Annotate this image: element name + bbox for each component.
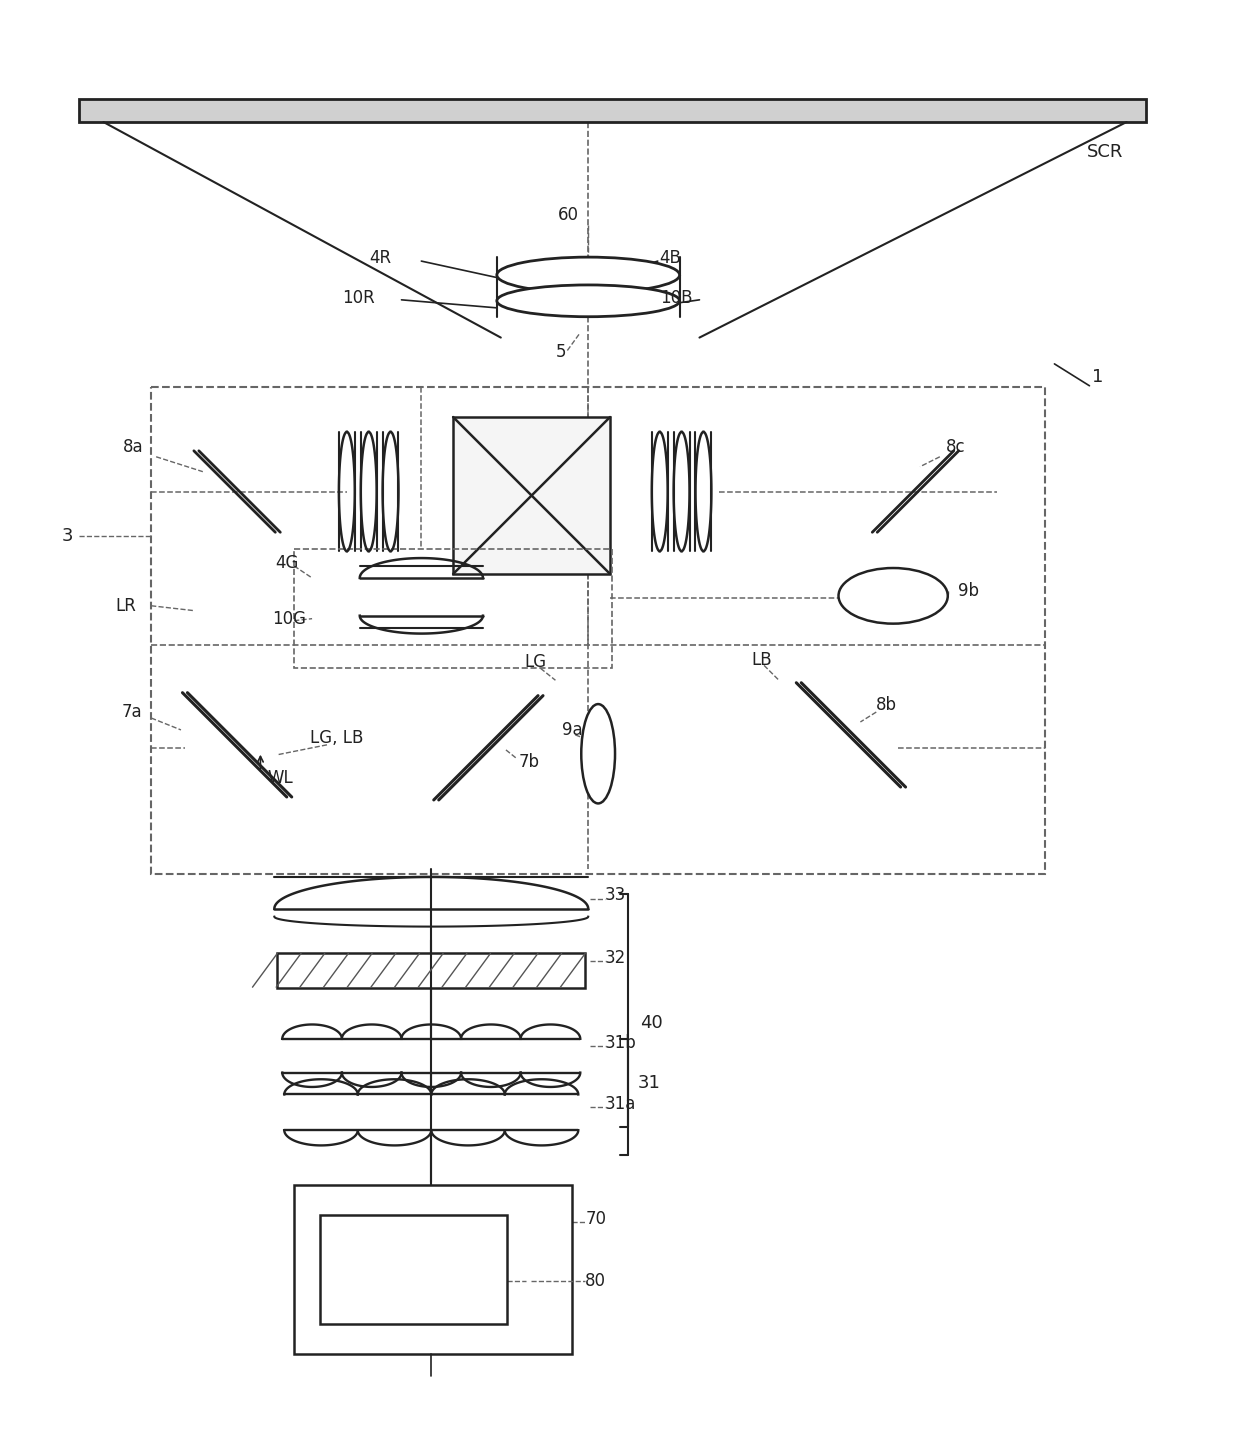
- Text: LG, LB: LG, LB: [310, 729, 363, 747]
- Text: 9a: 9a: [563, 721, 583, 739]
- Bar: [320, 1214, 507, 1323]
- Bar: [453, 417, 610, 573]
- Text: 31a: 31a: [605, 1095, 636, 1114]
- Text: 4B: 4B: [660, 249, 682, 267]
- Text: 33: 33: [605, 885, 626, 904]
- Ellipse shape: [838, 568, 947, 624]
- Text: 31b: 31b: [605, 1033, 637, 1052]
- Text: 70: 70: [585, 1210, 606, 1227]
- Text: 5: 5: [556, 343, 565, 362]
- Text: SCR: SCR: [1086, 142, 1123, 161]
- Text: 3: 3: [62, 527, 73, 545]
- Bar: [78, 99, 1147, 122]
- Text: 7a: 7a: [122, 703, 143, 721]
- Text: 10R: 10R: [342, 289, 374, 308]
- Text: 32: 32: [605, 950, 626, 967]
- Bar: [294, 1186, 573, 1354]
- Text: 10B: 10B: [660, 289, 692, 308]
- Text: 4R: 4R: [370, 249, 392, 267]
- Text: 7b: 7b: [518, 753, 539, 770]
- Text: 8c: 8c: [946, 438, 966, 456]
- Text: 80: 80: [585, 1272, 606, 1290]
- Text: 31: 31: [637, 1073, 661, 1092]
- Ellipse shape: [497, 285, 680, 316]
- Text: LG: LG: [525, 654, 547, 671]
- Text: 8b: 8b: [877, 696, 898, 714]
- Text: 9b: 9b: [957, 582, 978, 599]
- Text: 40: 40: [640, 1015, 662, 1032]
- Text: 8a: 8a: [123, 438, 144, 456]
- Text: 10G: 10G: [273, 609, 306, 628]
- Bar: [278, 953, 585, 989]
- Text: 4G: 4G: [275, 555, 299, 572]
- Text: LR: LR: [115, 596, 136, 615]
- Text: LB: LB: [751, 651, 771, 670]
- Text: 60: 60: [558, 207, 579, 224]
- Ellipse shape: [497, 257, 680, 293]
- Text: WL: WL: [268, 769, 293, 786]
- Bar: [151, 387, 1045, 874]
- Bar: [294, 549, 613, 668]
- Text: 1: 1: [1091, 368, 1104, 387]
- Ellipse shape: [582, 704, 615, 803]
